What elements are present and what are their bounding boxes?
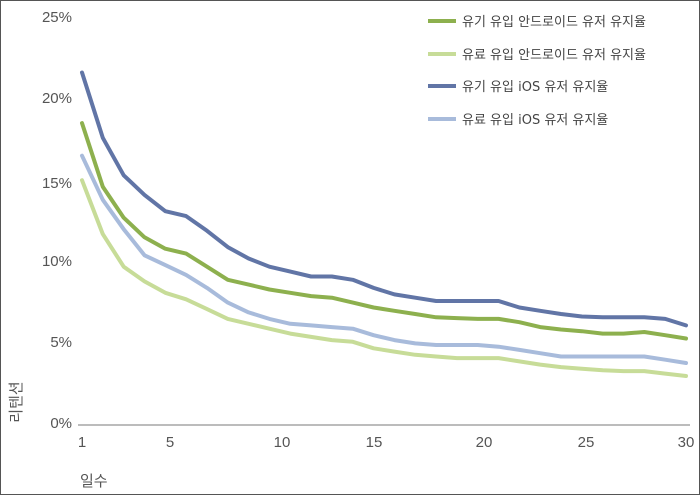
series-line-3 xyxy=(80,70,688,328)
x-tick-label: 5 xyxy=(166,434,174,451)
series-line-1 xyxy=(80,121,688,341)
x-axis-title: 일수 xyxy=(80,472,108,490)
x-axis-ticks: 1 5 10 15 20 25 30 xyxy=(78,434,695,451)
x-tick-label: 30 xyxy=(678,434,695,451)
legend: 유기 유입 안드로이드 유저 유지율 유료 유입 안드로이드 유저 유지율 유기… xyxy=(428,15,646,128)
legend-item: 유기 유입 안드로이드 유저 유지율 xyxy=(428,15,646,30)
legend-item: 유료 유입 iOS 유저 유지율 xyxy=(428,113,608,128)
y-tick-label: 25% xyxy=(42,9,72,26)
x-tick-label: 1 xyxy=(78,434,86,451)
x-tick-label: 20 xyxy=(476,434,493,451)
legend-label: 유료 유입 iOS 유저 유지율 xyxy=(462,113,608,128)
y-tick-label: 10% xyxy=(42,253,72,270)
legend-item: 유료 유입 안드로이드 유저 유지율 xyxy=(428,48,646,63)
x-tick-label: 25 xyxy=(578,434,595,451)
y-tick-label: 5% xyxy=(50,334,72,351)
series-line-2 xyxy=(80,178,688,378)
y-tick-label: 0% xyxy=(50,415,72,432)
series-line-4 xyxy=(80,153,688,365)
y-tick-label: 15% xyxy=(42,175,72,192)
legend-label: 유기 유입 안드로이드 유저 유지율 xyxy=(462,15,646,30)
legend-item: 유기 유입 iOS 유저 유지율 xyxy=(428,80,608,95)
y-axis-title: 리텐션 xyxy=(7,381,25,422)
series-lines xyxy=(80,70,688,378)
x-tick-label: 15 xyxy=(366,434,383,451)
x-tick-label: 10 xyxy=(274,434,291,451)
legend-label: 유기 유입 iOS 유저 유지율 xyxy=(462,80,608,95)
legend-label: 유료 유입 안드로이드 유저 유지율 xyxy=(462,48,646,63)
y-axis-ticks: 0% 5% 10% 15% 20% 25% xyxy=(42,9,72,432)
y-tick-label: 20% xyxy=(42,90,72,107)
